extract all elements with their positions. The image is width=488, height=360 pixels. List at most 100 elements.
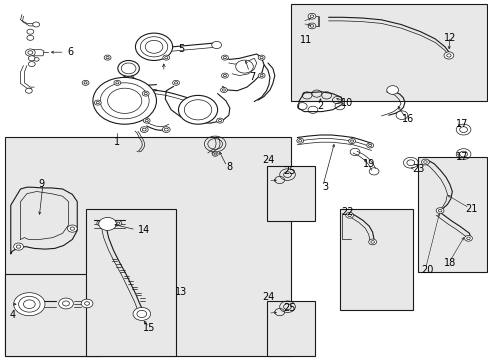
Circle shape [446, 54, 450, 57]
Text: 7: 7 [248, 72, 254, 82]
Circle shape [99, 217, 116, 230]
Circle shape [143, 118, 150, 123]
Circle shape [421, 159, 428, 165]
Text: 19: 19 [362, 159, 375, 169]
Circle shape [93, 77, 156, 124]
Circle shape [121, 63, 136, 74]
Circle shape [163, 55, 169, 60]
Circle shape [174, 82, 177, 84]
Circle shape [84, 82, 87, 84]
Circle shape [137, 310, 146, 318]
Circle shape [435, 208, 443, 213]
Circle shape [33, 22, 40, 27]
Text: 15: 15 [142, 323, 155, 333]
Circle shape [70, 227, 74, 230]
Text: 16: 16 [401, 114, 414, 124]
Bar [266, 166, 315, 221]
Circle shape [178, 95, 217, 124]
Circle shape [258, 73, 264, 78]
Text: 24: 24 [261, 292, 274, 302]
Text: 17: 17 [455, 119, 468, 129]
Circle shape [94, 100, 101, 105]
Circle shape [144, 93, 147, 95]
Circle shape [27, 29, 34, 34]
Text: 11: 11 [299, 35, 311, 45]
Text: 4: 4 [9, 310, 15, 320]
Text: 25: 25 [283, 303, 296, 313]
Circle shape [184, 100, 211, 120]
Circle shape [307, 23, 315, 29]
Circle shape [443, 52, 453, 59]
Circle shape [19, 296, 40, 312]
Circle shape [135, 33, 172, 60]
Text: 17: 17 [455, 152, 468, 162]
Text: 18: 18 [443, 258, 455, 268]
Circle shape [309, 24, 313, 27]
Circle shape [386, 86, 398, 94]
Circle shape [114, 80, 121, 85]
Text: 21: 21 [465, 204, 477, 214]
Circle shape [309, 15, 313, 18]
Circle shape [172, 80, 179, 85]
Circle shape [348, 139, 355, 144]
Circle shape [142, 128, 146, 131]
Circle shape [81, 299, 93, 308]
Circle shape [107, 88, 142, 113]
Circle shape [223, 75, 226, 77]
Text: 1: 1 [114, 137, 120, 147]
Circle shape [260, 75, 263, 77]
Circle shape [260, 57, 263, 59]
Circle shape [347, 214, 351, 217]
Circle shape [221, 55, 228, 60]
Circle shape [82, 80, 89, 85]
Circle shape [212, 152, 218, 156]
Bar [5, 137, 290, 356]
Circle shape [218, 120, 221, 122]
Text: 8: 8 [226, 162, 232, 172]
Circle shape [145, 120, 148, 122]
Circle shape [235, 60, 253, 73]
Text: 6: 6 [68, 47, 74, 57]
Text: 14: 14 [138, 225, 150, 235]
Circle shape [100, 83, 149, 119]
Circle shape [464, 235, 471, 241]
Circle shape [67, 225, 77, 232]
Circle shape [118, 60, 139, 76]
Circle shape [140, 127, 148, 132]
Circle shape [28, 51, 33, 54]
Text: 10: 10 [340, 98, 353, 108]
Circle shape [368, 239, 376, 245]
Circle shape [466, 237, 469, 240]
Circle shape [395, 111, 407, 120]
Circle shape [104, 55, 111, 60]
Circle shape [28, 56, 35, 61]
Circle shape [62, 301, 69, 306]
Circle shape [366, 143, 373, 148]
Circle shape [145, 40, 163, 53]
Circle shape [350, 140, 353, 142]
Circle shape [213, 153, 216, 155]
Text: 25: 25 [283, 166, 296, 176]
Circle shape [16, 245, 20, 248]
Circle shape [164, 57, 167, 59]
Text: 20: 20 [421, 265, 433, 275]
Circle shape [437, 209, 441, 212]
Circle shape [162, 127, 170, 132]
Bar [266, 301, 315, 356]
Circle shape [258, 55, 264, 60]
Circle shape [368, 144, 371, 147]
Circle shape [211, 41, 221, 49]
Circle shape [164, 128, 168, 131]
Circle shape [115, 221, 122, 226]
Circle shape [97, 221, 103, 226]
Text: 9: 9 [39, 179, 44, 189]
Circle shape [117, 222, 120, 224]
Circle shape [96, 102, 99, 104]
Circle shape [140, 37, 167, 57]
Circle shape [220, 87, 227, 93]
Circle shape [59, 298, 73, 309]
Circle shape [14, 243, 23, 250]
Text: 3: 3 [322, 182, 327, 192]
Text: 2: 2 [317, 101, 323, 111]
Text: 5: 5 [178, 44, 183, 54]
